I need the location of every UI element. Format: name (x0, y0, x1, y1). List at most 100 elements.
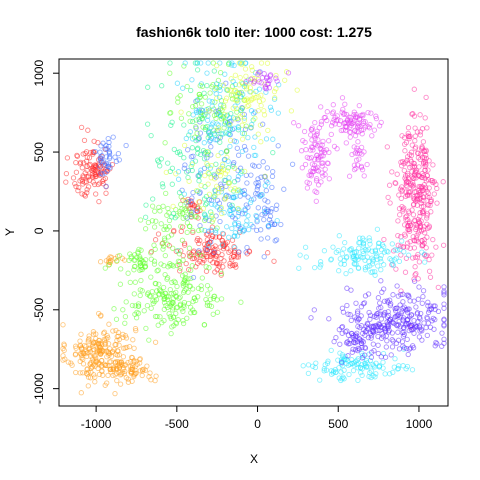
data-point (204, 200, 210, 206)
data-point (184, 220, 191, 226)
data-point (252, 115, 258, 121)
data-point (203, 264, 209, 270)
data-point (186, 245, 193, 251)
y-axis: -1000 -500 0 500 1000 (32, 60, 60, 404)
data-point (362, 119, 368, 125)
data-point (229, 60, 235, 66)
data-point (417, 328, 423, 334)
data-point (217, 87, 223, 94)
data-point (270, 168, 276, 175)
data-point (405, 130, 411, 137)
data-point (370, 257, 376, 263)
data-point (142, 226, 149, 232)
data-point (354, 123, 361, 129)
data-point (206, 171, 212, 177)
data-point (210, 216, 216, 222)
data-point (167, 262, 173, 269)
data-point (319, 149, 325, 155)
data-point (93, 191, 99, 197)
data-point (411, 196, 418, 202)
data-point (239, 111, 246, 118)
data-point (175, 258, 182, 264)
data-point (129, 302, 136, 309)
data-point (379, 330, 385, 337)
data-point (408, 149, 415, 155)
data-point (332, 121, 338, 127)
data-point (171, 146, 177, 153)
data-point (182, 271, 188, 277)
data-point (164, 275, 171, 281)
data-point (394, 323, 401, 329)
data-point (338, 261, 344, 267)
data-point (223, 149, 230, 155)
data-point (204, 117, 211, 123)
data-point (189, 263, 195, 269)
data-point (412, 125, 418, 131)
data-point (317, 377, 323, 383)
data-point (426, 256, 432, 263)
data-point (386, 182, 393, 188)
data-point (95, 139, 101, 146)
data-point (214, 95, 220, 101)
data-point (381, 286, 387, 292)
data-point (231, 195, 237, 201)
data-point (256, 86, 263, 92)
data-point (102, 340, 109, 346)
data-point (397, 212, 403, 218)
data-point (342, 239, 348, 246)
data-point (371, 127, 378, 133)
data-point (262, 208, 268, 215)
data-point (178, 201, 184, 208)
data-point (205, 113, 211, 119)
data-point (358, 163, 365, 170)
data-point (199, 275, 205, 281)
data-point (163, 290, 169, 297)
data-point (398, 310, 404, 316)
data-point (221, 112, 228, 118)
data-point (194, 60, 200, 66)
data-point (168, 291, 174, 297)
data-point (392, 180, 398, 186)
data-point (194, 67, 201, 73)
data-point (385, 323, 391, 329)
data-point (296, 265, 302, 271)
data-point (415, 276, 421, 282)
data-point (248, 172, 254, 178)
data-point (159, 83, 165, 89)
data-point (342, 123, 349, 130)
data-point (167, 70, 173, 76)
data-point (217, 82, 224, 89)
data-point (198, 227, 205, 233)
data-point (425, 202, 432, 208)
data-point (195, 285, 202, 292)
data-point (152, 293, 158, 299)
data-point (318, 147, 325, 153)
data-point (397, 324, 403, 330)
data-point (188, 213, 194, 219)
data-point (130, 363, 136, 369)
data-point (404, 240, 411, 246)
data-point (351, 360, 357, 366)
data-point (110, 366, 116, 373)
data-point (106, 150, 113, 157)
data-point (214, 297, 220, 303)
data-point (426, 158, 432, 164)
data-point (398, 195, 404, 202)
data-point (399, 339, 406, 345)
data-point (213, 91, 219, 97)
data-point (253, 152, 259, 159)
data-point (400, 324, 407, 331)
data-point (177, 268, 183, 274)
data-point (197, 151, 204, 158)
data-point (122, 333, 129, 339)
data-point (417, 213, 423, 220)
data-point (215, 152, 221, 159)
data-point (381, 249, 388, 255)
data-point (397, 302, 403, 308)
data-point (231, 179, 238, 185)
data-point (267, 77, 273, 84)
data-point (251, 144, 257, 151)
data-point (167, 313, 173, 320)
data-point (148, 305, 154, 311)
data-point (373, 253, 380, 259)
